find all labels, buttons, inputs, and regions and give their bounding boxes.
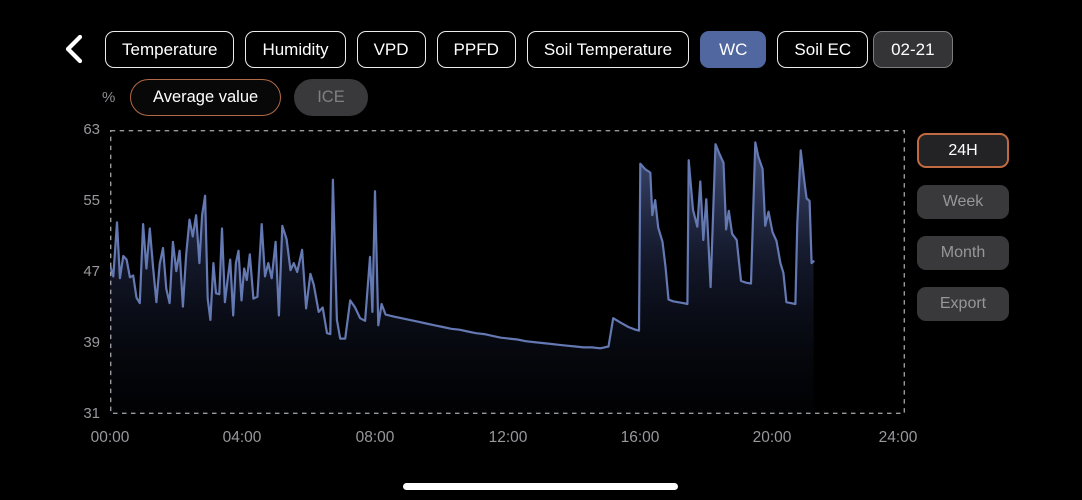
y-tick-63: 63 bbox=[83, 121, 100, 138]
tab-soil-temperature[interactable]: Soil Temperature bbox=[526, 31, 690, 68]
wc-line-chart[interactable] bbox=[108, 129, 905, 415]
x-tick-0800: 08:00 bbox=[355, 429, 395, 446]
y-tick-39: 39 bbox=[83, 334, 100, 351]
x-tick-1200: 12:00 bbox=[488, 429, 528, 446]
tab-humidity[interactable]: Humidity bbox=[245, 31, 346, 68]
chart-dashed-border bbox=[109, 129, 905, 415]
chart-line bbox=[108, 141, 815, 350]
range-24h-button[interactable]: 24H bbox=[917, 133, 1009, 168]
range-button-column: 24H Week Month Export bbox=[917, 133, 1009, 338]
home-indicator[interactable] bbox=[403, 483, 678, 490]
x-tick-2000: 20:00 bbox=[752, 429, 792, 446]
y-tick-31: 31 bbox=[83, 405, 100, 422]
y-tick-47: 47 bbox=[83, 263, 100, 280]
chart-canvas bbox=[108, 129, 905, 415]
tab-soil-ec[interactable]: Soil EC bbox=[777, 31, 869, 68]
toggle-ice[interactable]: ICE bbox=[294, 79, 368, 116]
tab-vpd[interactable]: VPD bbox=[356, 31, 426, 68]
toggle-average-value[interactable]: Average value bbox=[130, 79, 282, 116]
y-tick-55: 55 bbox=[83, 192, 100, 209]
range-week-button[interactable]: Week bbox=[917, 185, 1009, 219]
range-month-button[interactable]: Month bbox=[917, 236, 1009, 270]
sensor-tabbar: Temperature Humidity VPD PPFD Soil Tempe… bbox=[105, 31, 953, 68]
tab-wc[interactable]: WC bbox=[700, 31, 767, 68]
tab-ppfd[interactable]: PPFD bbox=[436, 31, 516, 68]
back-button[interactable] bbox=[58, 33, 90, 65]
date-selector-button[interactable]: 02-21 bbox=[873, 31, 953, 68]
chart-area-fill bbox=[110, 142, 814, 414]
export-button[interactable]: Export bbox=[917, 287, 1009, 321]
chevron-left-icon bbox=[65, 34, 83, 64]
series-toggle-row: Average value ICE bbox=[130, 79, 368, 116]
x-tick-2400: 24:00 bbox=[878, 429, 918, 446]
y-axis-unit-label: % bbox=[102, 89, 116, 106]
tab-temperature[interactable]: Temperature bbox=[105, 31, 235, 68]
x-tick-0000: 00:00 bbox=[90, 429, 130, 446]
x-tick-1600: 16:00 bbox=[620, 429, 660, 446]
x-tick-0400: 04:00 bbox=[222, 429, 262, 446]
